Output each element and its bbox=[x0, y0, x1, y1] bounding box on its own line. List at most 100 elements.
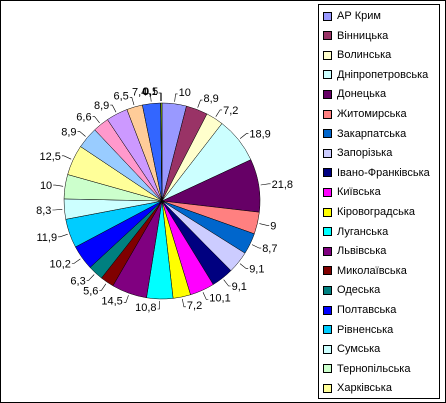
leader-line-ар-крим bbox=[174, 93, 178, 102]
legend-label: Кіровоградська bbox=[337, 206, 415, 218]
legend-item-донецька: Донецька bbox=[323, 85, 386, 103]
legend-swatch bbox=[323, 168, 332, 178]
leader-line-волинська bbox=[215, 109, 223, 117]
legend-item-запорізька: Запорізька bbox=[323, 144, 392, 162]
leader-line-хмельницька bbox=[92, 116, 100, 124]
legend-swatch bbox=[323, 344, 332, 354]
pie-slice-м-севастополь bbox=[160, 102, 163, 202]
legend-item-івано-франківська: Івано-Франківська bbox=[323, 164, 430, 182]
legend-item-київська: Київська bbox=[323, 183, 381, 201]
legend-label: Харківська bbox=[337, 382, 392, 395]
legend-label: Рівненська bbox=[337, 323, 394, 336]
leader-line-м-київ bbox=[158, 92, 161, 102]
data-label-ар-крим: 10 bbox=[179, 87, 191, 99]
legend-label: Дніпропетровська bbox=[337, 68, 429, 81]
legend-label: Запорізька bbox=[337, 147, 393, 160]
data-label-житомирська: 9 bbox=[270, 220, 276, 232]
legend-swatch bbox=[323, 364, 332, 374]
leader-line-миколаївська bbox=[99, 283, 107, 291]
leader-line-чернігівська bbox=[148, 93, 152, 102]
data-label-херсонська: 8,9 bbox=[61, 126, 76, 138]
legend-item-дніпропетровська: Дніпропетровська bbox=[323, 66, 428, 84]
legend-item-ар-крим: АР Крим bbox=[323, 7, 381, 25]
legend-label: Миколаївська bbox=[337, 264, 407, 277]
legend-label: Полтавська bbox=[337, 304, 397, 316]
legend-item-луганська: Луганська bbox=[323, 223, 388, 241]
leader-line-сумська bbox=[52, 209, 63, 211]
legend-swatch bbox=[323, 89, 332, 99]
leader-line-луганська bbox=[157, 300, 160, 310]
legend-label: Одеська bbox=[337, 284, 381, 297]
leader-line-дніпропетровська bbox=[239, 133, 249, 139]
legend-swatch bbox=[323, 325, 332, 335]
leader-line-вінницька bbox=[197, 99, 203, 108]
legend-swatch bbox=[323, 129, 332, 139]
data-label-хмельницька: 6,6 bbox=[76, 112, 91, 124]
data-label-київська: 10,1 bbox=[209, 293, 230, 305]
leader-line-донецька bbox=[260, 183, 271, 186]
legend-label: АР Крим bbox=[337, 10, 381, 22]
legend-swatch bbox=[323, 246, 332, 256]
leader-line-кіровоградська bbox=[182, 298, 186, 308]
leader-line-чернівецька bbox=[129, 97, 135, 106]
legend-label: Житомирська bbox=[337, 108, 407, 120]
legend-label: Сумська bbox=[337, 343, 381, 356]
legend-item-миколаївська: Миколаївська bbox=[323, 262, 407, 280]
legend-swatch bbox=[323, 305, 332, 315]
legend-label: Волинська bbox=[337, 49, 392, 62]
legend-swatch bbox=[323, 109, 332, 119]
leader-line-херсонська bbox=[77, 131, 86, 137]
legend-item-харківська: Харківська bbox=[323, 379, 392, 397]
data-label-чернігівська: 7,4 bbox=[132, 87, 147, 99]
legend-item-сумська: Сумська bbox=[323, 340, 380, 358]
leader-line-тернопільська bbox=[53, 184, 64, 187]
legend-label: Івано-Франківська bbox=[337, 166, 430, 179]
leader-line-івано-франківська bbox=[223, 279, 231, 287]
legend-item-тернопільська: Тернопільська bbox=[323, 360, 410, 378]
legend-item-вінницька: Вінницька bbox=[323, 27, 388, 45]
data-label-м-севастополь: 0,5 bbox=[143, 86, 158, 98]
data-label-чернівецька: 6,5 bbox=[114, 90, 129, 102]
legend-label: Львівська bbox=[337, 245, 387, 258]
data-label-одеська: 6,3 bbox=[70, 275, 85, 287]
legend-label: Закарпатська bbox=[337, 127, 407, 140]
legend-item-одеська: Одеська bbox=[323, 281, 380, 299]
legend-item-полтавська: Полтавська bbox=[323, 301, 396, 319]
leader-line-закарпатська bbox=[251, 244, 262, 249]
legend-item-львівська: Львівська bbox=[323, 242, 386, 260]
data-label-миколаївська: 5,6 bbox=[83, 285, 98, 297]
data-label-донецька: 21,8 bbox=[272, 179, 293, 191]
legend-swatch bbox=[323, 50, 332, 60]
legend-label: Вінницька bbox=[337, 29, 389, 42]
data-label-полтавська: 10,2 bbox=[49, 259, 70, 271]
legend-label: Луганська bbox=[337, 225, 389, 238]
leader-line-житомирська bbox=[259, 223, 270, 226]
data-label-закарпатська: 8,7 bbox=[262, 243, 277, 255]
legend-swatch bbox=[323, 148, 332, 158]
data-label-луганська: 10,8 bbox=[135, 302, 156, 314]
data-label-кіровоградська: 7,2 bbox=[187, 300, 202, 312]
data-label-волинська: 7,2 bbox=[223, 105, 238, 117]
data-label-харківська: 12,5 bbox=[39, 151, 60, 163]
legend-item-волинська: Волинська bbox=[323, 46, 391, 64]
legend-swatch bbox=[323, 207, 332, 217]
legend-item-рівненська: Рівненська bbox=[323, 321, 393, 339]
legend-swatch bbox=[323, 31, 332, 41]
data-label-рівненська: 11,9 bbox=[37, 232, 58, 244]
leader-line-черкаська bbox=[110, 104, 117, 113]
legend-swatch bbox=[323, 266, 332, 276]
legend-swatch bbox=[323, 227, 332, 237]
legend-label: Тернопільська bbox=[337, 362, 411, 375]
leader-line-запорізька bbox=[239, 263, 249, 269]
leader-line-м-севастополь bbox=[159, 92, 162, 102]
legend-swatch bbox=[323, 285, 332, 295]
data-label-дніпропетровська: 18,9 bbox=[249, 129, 270, 141]
legend-label: Київська bbox=[337, 186, 381, 199]
legend-swatch bbox=[323, 70, 332, 80]
data-label-івано-франківська: 9,1 bbox=[232, 281, 247, 293]
legend-label: Донецька bbox=[337, 88, 387, 101]
data-label-тернопільська: 10 bbox=[40, 180, 52, 192]
leader-line-рівненська bbox=[58, 233, 68, 238]
legend-item-кіровоградська: Кіровоградська bbox=[323, 203, 415, 221]
